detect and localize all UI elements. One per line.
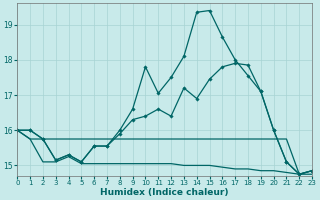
X-axis label: Humidex (Indice chaleur): Humidex (Indice chaleur): [100, 188, 229, 197]
